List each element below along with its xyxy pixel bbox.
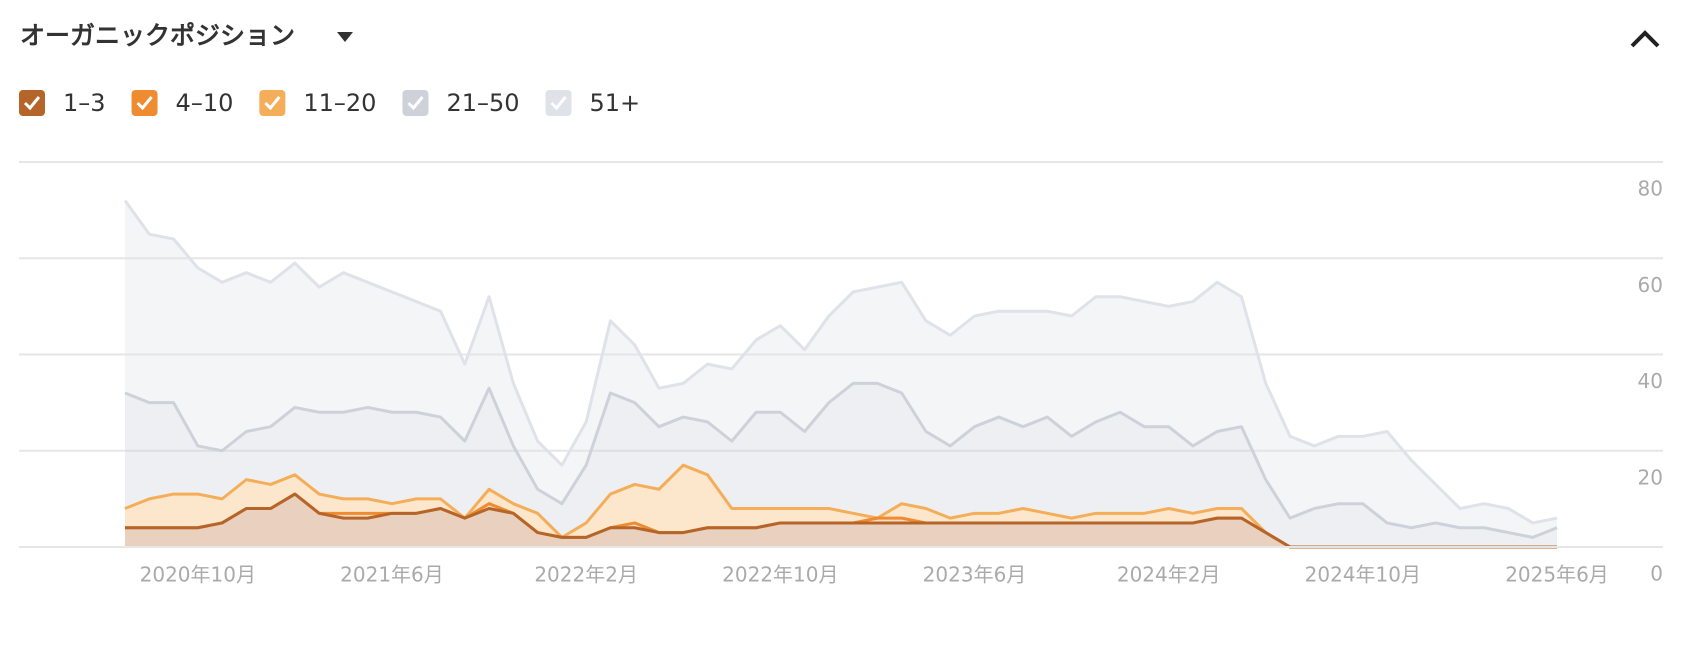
legend-checkbox[interactable] — [259, 90, 286, 116]
line — [123, 199, 1558, 525]
legend-check — [23, 96, 41, 111]
y-tick-label: 80 — [1638, 177, 1663, 201]
y-tick-label: 20 — [1638, 465, 1663, 489]
dropdown-caret[interactable] — [337, 32, 353, 42]
legend-checkbox[interactable] — [545, 90, 572, 116]
y-tick-label: 0 — [1650, 562, 1663, 586]
x-tick-label: 2025年6月 — [1505, 563, 1609, 587]
y-tick-label: 40 — [1638, 369, 1663, 393]
area — [125, 383, 1557, 547]
x-tick-label: 2021年6月 — [340, 563, 444, 587]
area — [125, 494, 1557, 547]
legend-label[interactable]: 4–10 — [176, 89, 234, 117]
collapse-chevron[interactable] — [1630, 30, 1660, 48]
legend-check — [550, 96, 567, 111]
line — [124, 381, 1558, 539]
area — [125, 465, 1557, 547]
legend-label[interactable]: 1–3 — [63, 89, 106, 117]
legend-label[interactable]: 11–20 — [303, 89, 376, 117]
x-tick-label: 2023年6月 — [923, 563, 1027, 587]
chart-title: オーガニックポジション — [20, 21, 295, 50]
legend-checkbox[interactable] — [19, 90, 45, 116]
legend-label[interactable]: 51+ — [590, 89, 641, 117]
x-tick-label: 2022年10月 — [722, 563, 838, 587]
legend-check — [407, 96, 424, 111]
x-tick-label: 2024年10月 — [1305, 563, 1421, 587]
y-tick-label: 60 — [1638, 273, 1663, 297]
x-tick-label: 2024年2月 — [1117, 563, 1221, 587]
legend-checkbox[interactable] — [131, 90, 158, 116]
legend-checkbox[interactable] — [402, 90, 429, 116]
x-tick-label: 2020年10月 — [140, 563, 256, 587]
legend-check — [136, 96, 153, 111]
x-tick-label: 2022年2月 — [534, 563, 638, 587]
legend-check — [264, 96, 281, 111]
area — [125, 200, 1557, 538]
legend-label[interactable]: 21–50 — [446, 89, 519, 117]
